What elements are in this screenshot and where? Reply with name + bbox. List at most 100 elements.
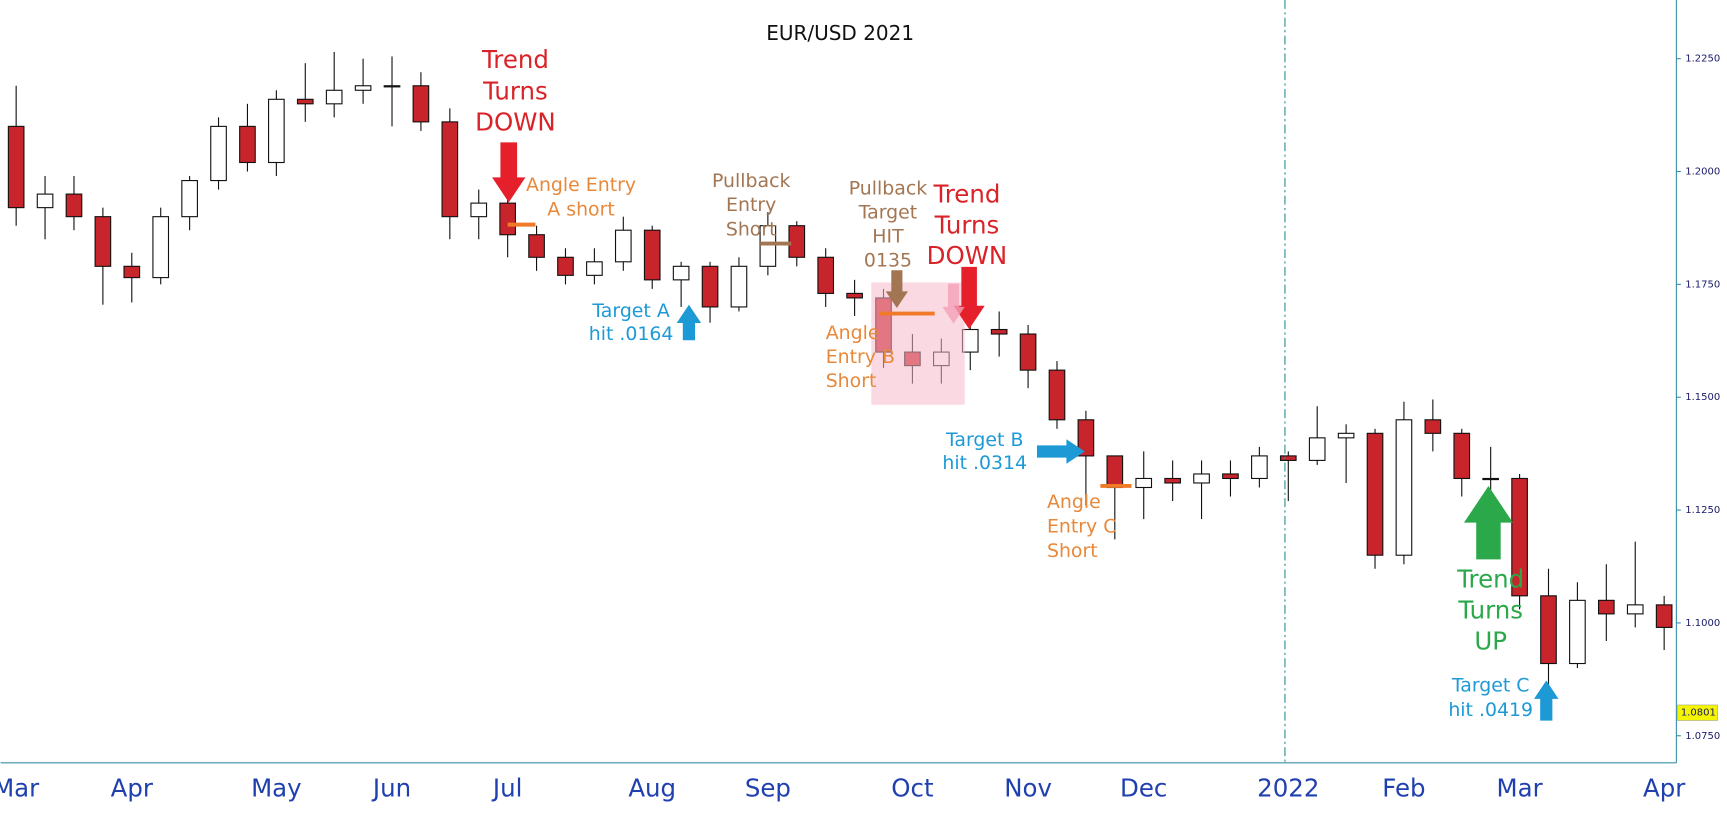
candle-body: [1569, 599, 1586, 665]
candle-body: [1106, 455, 1124, 489]
candle-body: [94, 216, 112, 267]
x-tick-label: Dec: [1120, 774, 1167, 803]
candle-body: [268, 98, 285, 164]
candle-body: [1251, 455, 1268, 480]
annotation-text: Short: [726, 219, 777, 241]
x-tick-label: Jun: [371, 774, 411, 803]
candle-body: [239, 125, 256, 164]
last-price-label: 1.0801: [1681, 708, 1716, 719]
annotation-text: Target: [858, 201, 917, 223]
candle-body: [614, 229, 632, 263]
annotation-text: Trend: [1456, 564, 1524, 593]
candle-body: [36, 193, 54, 209]
candle-body: [528, 234, 545, 258]
chart-title: EUR/USD 2021: [766, 21, 914, 45]
annotation-text: Angle: [826, 322, 880, 344]
annotation-text: Turns: [934, 210, 1000, 239]
annotation-text: Entry: [726, 194, 776, 216]
annotation-text: Entry B: [826, 346, 895, 368]
candle-body: [210, 125, 227, 182]
candle-body: [586, 261, 603, 276]
x-tick-label: Mar: [0, 774, 40, 803]
candle-body: [1135, 477, 1153, 489]
candle-body: [65, 193, 83, 218]
candle-body: [1395, 419, 1413, 556]
candle-body: [181, 179, 198, 218]
candle-body: [1193, 473, 1210, 484]
trend-arrow: [492, 142, 526, 203]
annotation-text: Entry C: [1047, 516, 1116, 538]
y-tick-label: 1.2000: [1685, 167, 1720, 178]
trend-arrow: [953, 266, 985, 330]
candle-body: [1337, 432, 1355, 439]
x-tick-label: Jul: [491, 774, 523, 803]
target-arrow: [1036, 439, 1085, 464]
annotation-text: Target C: [1451, 675, 1530, 697]
candle-body: [296, 98, 314, 105]
candle-body: [325, 89, 343, 105]
annotation-text: DOWN: [475, 107, 556, 136]
candle-body: [672, 265, 690, 281]
candle-body: [412, 85, 430, 123]
candle-body: [817, 256, 835, 294]
candle-body: [354, 85, 372, 91]
annotation-text: Target A: [591, 300, 669, 322]
candle-body: [470, 202, 488, 218]
annotation-text: Short: [826, 370, 877, 392]
x-tick-label: Apr: [1643, 774, 1686, 803]
candle-body: [990, 328, 1008, 335]
x-tick-label: Mar: [1497, 774, 1544, 803]
x-tick-label: Apr: [111, 774, 154, 803]
candle-body: [1597, 599, 1615, 615]
x-tick-label: 2022: [1257, 774, 1319, 803]
candle-body: [1511, 477, 1528, 597]
candle-body: [759, 225, 777, 267]
y-tick-label: 1.1750: [1685, 279, 1720, 290]
candle-body: [846, 292, 863, 299]
candle-body: [643, 229, 661, 281]
annotation-text: Target B: [945, 429, 1023, 451]
y-tick-label: 1.1000: [1685, 618, 1720, 629]
candle-body: [961, 328, 979, 353]
candle-body: [152, 216, 170, 279]
x-tick-label: Feb: [1382, 774, 1425, 803]
candle-body: [1308, 437, 1326, 461]
candle-body: [441, 121, 459, 218]
x-tick-label: Aug: [628, 774, 676, 803]
annotation-text: 0135: [864, 249, 912, 271]
annotation-text: Pullback: [849, 178, 927, 200]
last-price-box: [1677, 704, 1718, 721]
y-tick-label: 1.1500: [1685, 392, 1720, 403]
candle-body: [788, 225, 806, 258]
candle-body: [383, 85, 401, 88]
y-tick-label: 1.2250: [1685, 54, 1720, 65]
annotation-text: Trend: [932, 180, 1000, 209]
candle-body: [1540, 595, 1557, 665]
annotation-text: Angle: [1047, 491, 1101, 513]
candle-body: [1279, 455, 1297, 461]
annotation-text: hit .0419: [1448, 699, 1533, 721]
y-tick-label: 1.0750: [1685, 731, 1720, 742]
candle-body: [1453, 432, 1471, 480]
candle-body: [1482, 477, 1500, 481]
x-tick-label: May: [251, 774, 302, 803]
y-tick-label: 1.1250: [1685, 505, 1720, 516]
candle-body: [1366, 432, 1384, 556]
annotation-text: Short: [1047, 540, 1098, 562]
candle-body: [1019, 333, 1037, 371]
target-arrow: [1534, 680, 1559, 721]
candle-body: [123, 265, 141, 279]
candle-body: [7, 125, 25, 209]
candle-body: [1048, 369, 1066, 421]
annotation-text: UP: [1474, 627, 1507, 656]
annotation-text: hit .0314: [942, 452, 1027, 474]
faded-arrow: [942, 283, 965, 324]
trend-up-arrow: [1463, 485, 1513, 560]
annotation-text: A short: [547, 199, 614, 221]
candle-body: [1164, 477, 1181, 484]
x-tick-label: Nov: [1004, 774, 1052, 803]
candle-body: [1424, 419, 1442, 434]
annotation-text: Pullback: [712, 170, 790, 192]
